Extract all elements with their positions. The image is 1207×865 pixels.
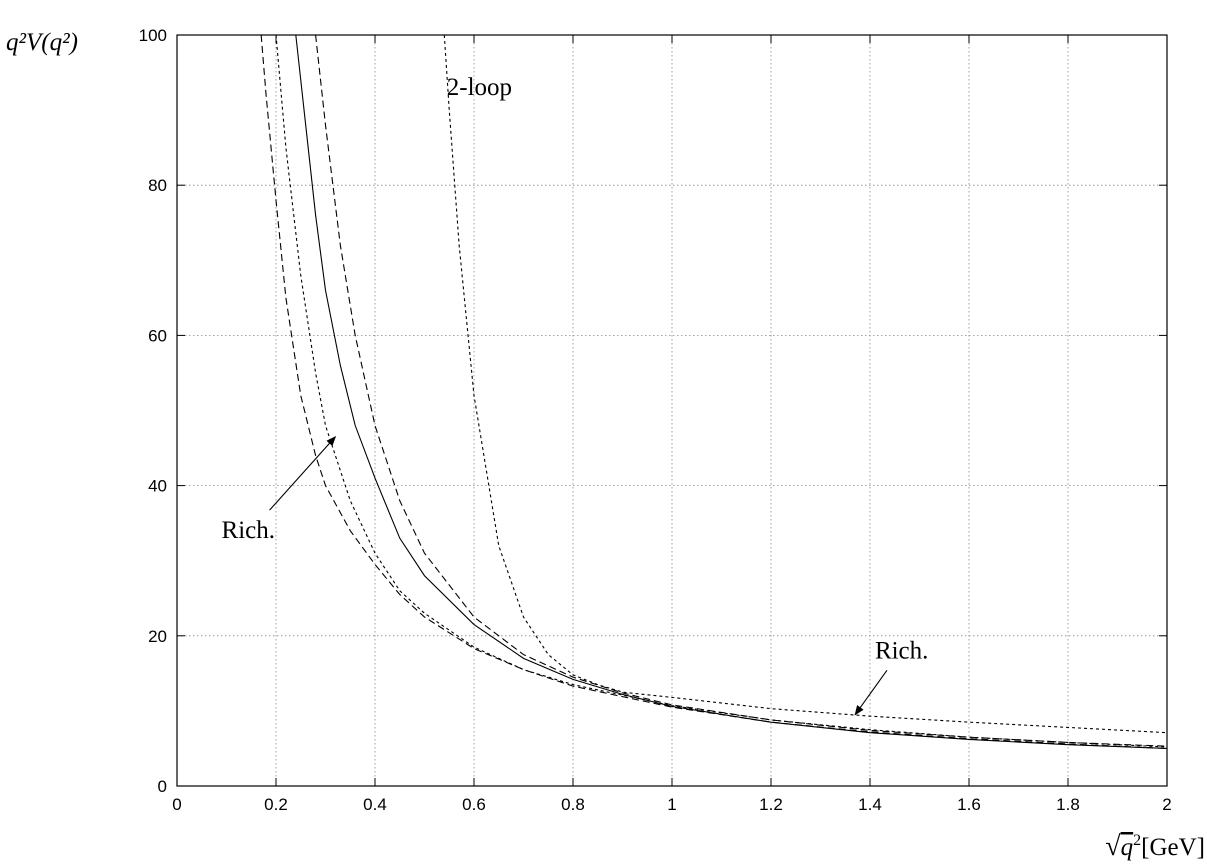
y-tick-label: 100 bbox=[139, 26, 167, 45]
x-axis-label-exp: 2 bbox=[1133, 832, 1141, 849]
y-tick-label: 40 bbox=[148, 477, 167, 496]
x-tick-label: 0.4 bbox=[363, 795, 387, 814]
annotation-label: Rich. bbox=[875, 637, 928, 664]
x-axis-label-var: q bbox=[1121, 834, 1134, 861]
annotation-label: 2-loop bbox=[447, 74, 512, 101]
x-tick-label: 1.4 bbox=[858, 795, 882, 814]
y-tick-label: 0 bbox=[158, 777, 167, 796]
series-line-5 bbox=[315, 34, 1168, 747]
x-tick-label: 0.6 bbox=[462, 795, 486, 814]
annotation-arrow bbox=[269, 436, 337, 511]
x-tick-label: 2 bbox=[1162, 795, 1171, 814]
x-axis-label-sqrt: √ bbox=[1105, 831, 1121, 862]
x-axis-label-unit: [GeV] bbox=[1141, 834, 1205, 861]
y-axis-label: q²V(q²) bbox=[6, 29, 78, 56]
x-tick-label: 0 bbox=[172, 795, 181, 814]
annotation-label: Rich. bbox=[222, 517, 275, 544]
y-tick-label: 80 bbox=[148, 176, 167, 195]
x-tick-label: 0.2 bbox=[264, 795, 288, 814]
series-line-4 bbox=[295, 34, 1168, 749]
series-line-1 bbox=[443, 34, 1168, 734]
x-tick-label: 1 bbox=[667, 795, 676, 814]
series-line-2 bbox=[275, 34, 1168, 748]
x-tick-label: 0.8 bbox=[561, 795, 585, 814]
x-tick-label: 1.2 bbox=[759, 795, 783, 814]
annotation-arrow bbox=[854, 670, 888, 716]
x-tick-label: 1.6 bbox=[957, 795, 981, 814]
annotations: 2-loop Rich. Rich. bbox=[222, 74, 928, 716]
x-axis-label: √q2[GeV] bbox=[1105, 831, 1205, 862]
y-tick-label: 60 bbox=[148, 326, 167, 345]
series-lines bbox=[260, 34, 1168, 749]
y-tick-label: 20 bbox=[148, 627, 167, 646]
x-tick-label: 1.8 bbox=[1056, 795, 1080, 814]
series-line-3 bbox=[260, 34, 1168, 749]
grid-lines bbox=[177, 35, 1167, 786]
